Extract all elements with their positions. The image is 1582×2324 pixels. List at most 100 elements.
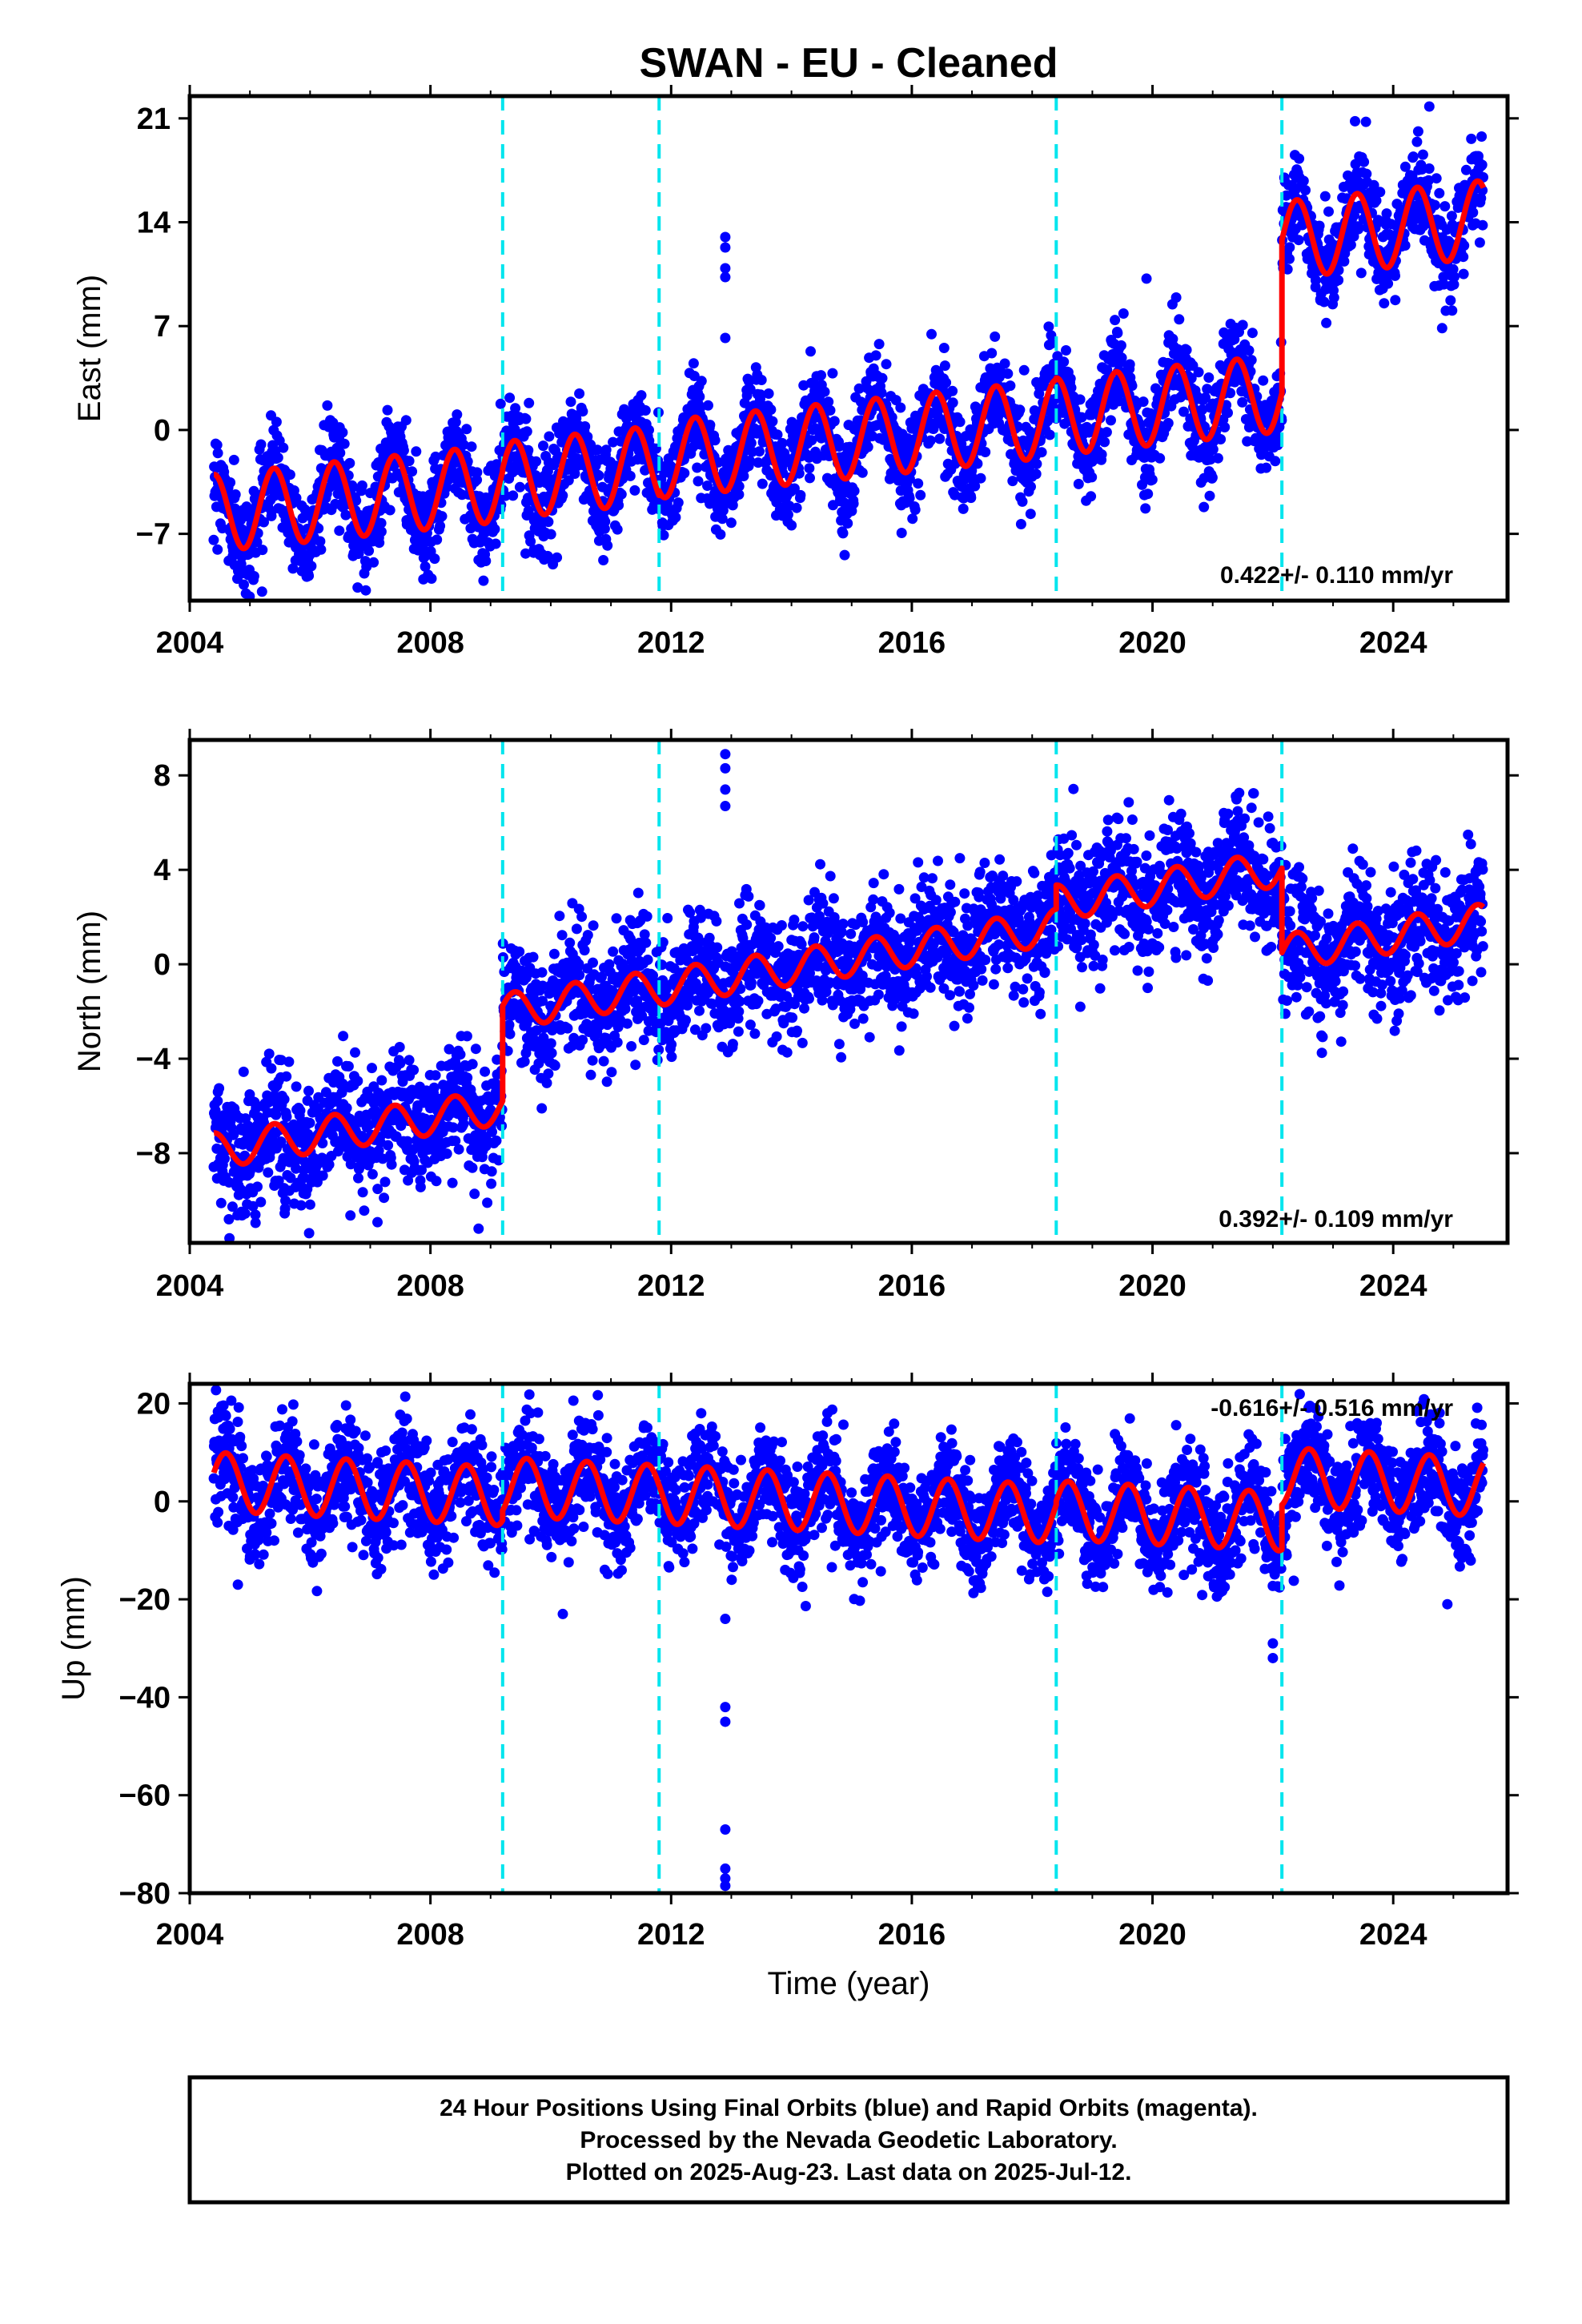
data-point — [881, 359, 892, 370]
data-point — [980, 447, 991, 457]
data-point — [956, 438, 967, 449]
data-point — [528, 951, 539, 963]
data-point — [915, 489, 926, 501]
data-point — [1300, 185, 1311, 195]
data-point — [295, 1105, 306, 1116]
data-point — [1099, 436, 1110, 448]
data-point — [896, 528, 907, 538]
data-point — [1193, 367, 1204, 378]
data-point — [1174, 314, 1185, 325]
data-point — [1381, 208, 1392, 219]
data-point — [372, 1216, 383, 1228]
data-point — [608, 946, 619, 957]
data-point — [367, 1063, 377, 1074]
data-point — [411, 446, 422, 457]
data-point — [696, 376, 707, 387]
data-point — [1477, 219, 1488, 231]
data-point — [679, 468, 690, 479]
data-point — [470, 1043, 481, 1055]
data-point — [256, 586, 267, 597]
data-point — [241, 501, 252, 513]
data-point — [1204, 490, 1215, 501]
data-point — [1258, 375, 1269, 386]
x-tick-label: 2024 — [1359, 626, 1427, 660]
data-point — [322, 400, 333, 411]
data-point — [1044, 429, 1055, 440]
data-point — [462, 1072, 473, 1084]
data-point — [272, 452, 283, 463]
data-point — [548, 948, 560, 959]
data-point — [582, 930, 593, 941]
data-point — [472, 467, 483, 478]
data-point — [469, 1188, 480, 1200]
data-point — [688, 358, 699, 369]
data-point — [1199, 501, 1210, 513]
data-point — [212, 448, 223, 459]
data-point — [1466, 133, 1477, 144]
data-point — [876, 388, 887, 398]
data-point — [1411, 136, 1423, 147]
data-point — [545, 529, 556, 540]
data-point — [407, 466, 418, 477]
data-point — [848, 498, 859, 509]
data-point — [415, 1181, 426, 1192]
data-point — [692, 462, 703, 473]
data-point — [239, 1208, 251, 1219]
data-point — [582, 431, 593, 442]
data-point — [379, 1192, 390, 1204]
data-point — [263, 1048, 275, 1059]
data-point — [350, 1047, 360, 1058]
data-point — [536, 967, 548, 978]
data-point — [640, 937, 652, 948]
data-point — [641, 911, 652, 922]
data-point — [544, 431, 555, 442]
data-point — [562, 1023, 573, 1034]
data-point — [925, 435, 936, 446]
data-point — [970, 480, 981, 492]
data-point — [382, 404, 393, 416]
x-tick-label: 2012 — [637, 626, 705, 660]
data-point — [1298, 175, 1309, 187]
data-point — [909, 505, 921, 515]
data-point — [257, 545, 268, 556]
data-point — [1112, 328, 1123, 339]
data-point — [428, 1082, 440, 1093]
outlier-point — [720, 332, 731, 344]
data-point — [1110, 315, 1121, 326]
data-point — [727, 500, 738, 511]
data-point — [280, 1195, 291, 1206]
data-point — [694, 391, 705, 402]
data-point — [823, 396, 834, 408]
data-point — [585, 1069, 596, 1080]
data-point — [611, 913, 622, 924]
data-point — [837, 528, 849, 539]
data-point — [827, 368, 838, 379]
data-point — [616, 489, 627, 500]
data-point — [356, 480, 367, 491]
data-point — [608, 436, 619, 448]
data-point — [458, 1118, 469, 1129]
data-point — [278, 442, 289, 453]
data-point — [890, 395, 901, 406]
data-point — [541, 1077, 552, 1088]
data-point — [429, 553, 440, 565]
data-point — [702, 480, 713, 491]
data-point — [1447, 305, 1458, 316]
data-point — [1449, 271, 1460, 283]
plot-area — [208, 96, 1488, 601]
data-point — [1246, 355, 1257, 366]
data-point — [1015, 519, 1026, 529]
data-point — [1436, 323, 1447, 334]
data-point — [432, 534, 443, 545]
data-point — [303, 1228, 315, 1239]
data-point — [252, 1181, 263, 1192]
data-point — [1146, 474, 1158, 485]
data-point — [338, 1031, 349, 1042]
y-tick-label: −7 — [136, 518, 171, 552]
data-point — [791, 502, 802, 513]
data-point — [1115, 340, 1126, 351]
data-point — [666, 1039, 677, 1050]
data-point — [563, 475, 574, 486]
data-point — [777, 437, 788, 448]
rate-annotation: 0.422+/- 0.110 mm/yr — [1220, 562, 1453, 589]
